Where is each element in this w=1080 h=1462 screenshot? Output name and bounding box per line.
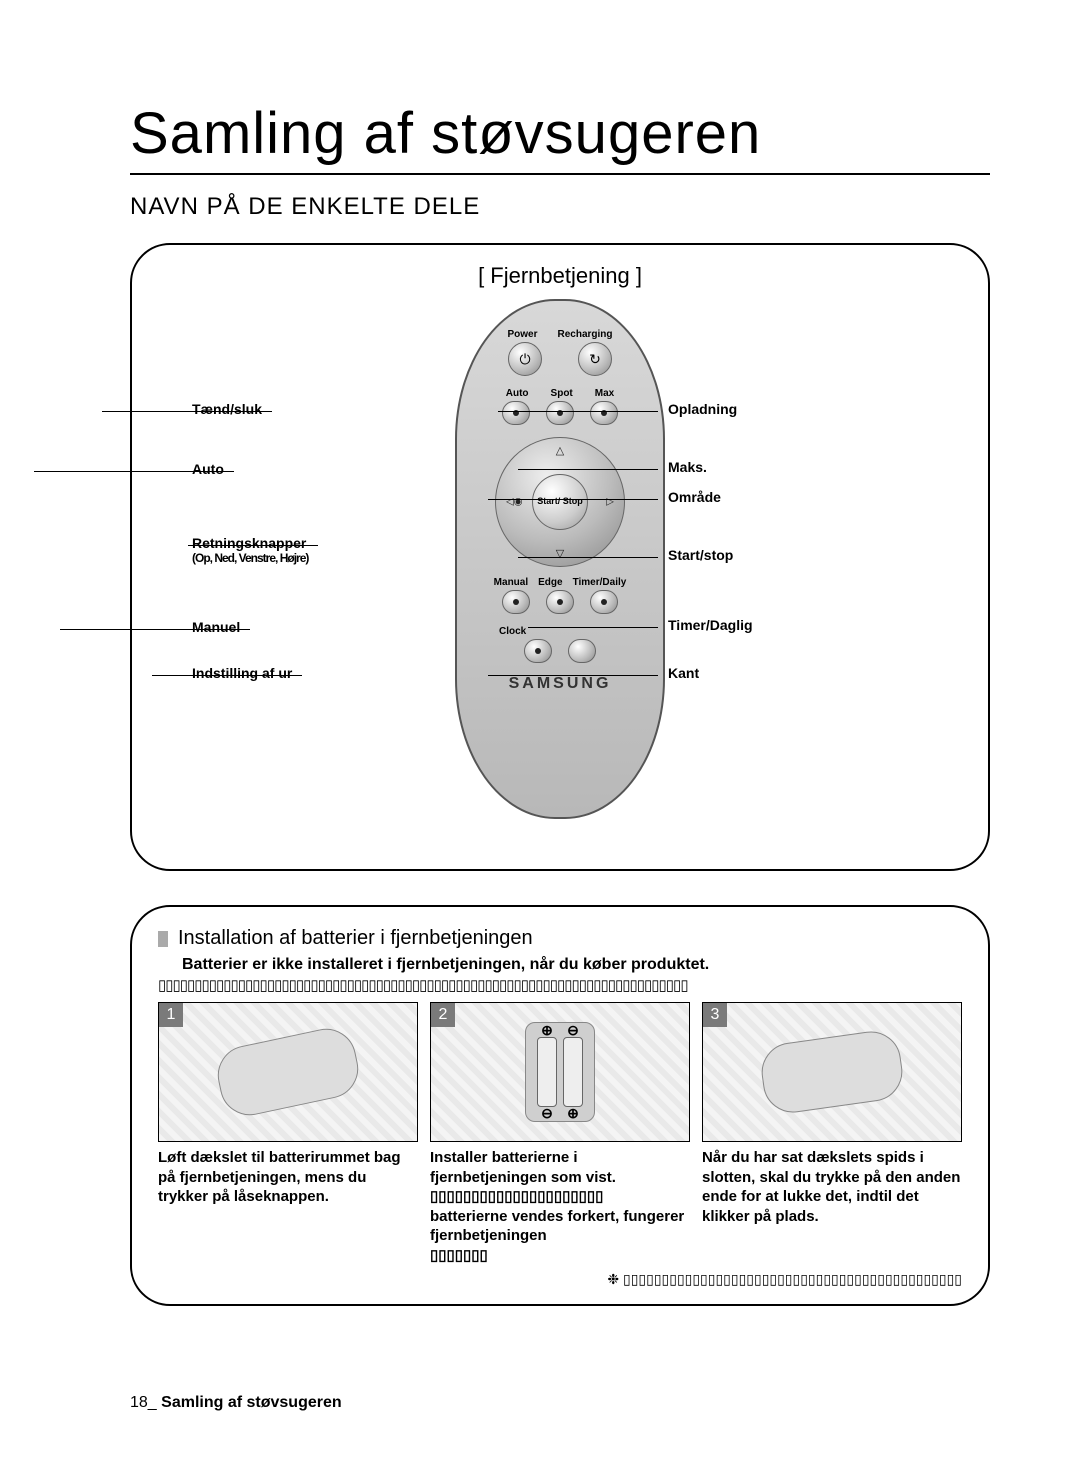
step-1-illustration [212, 1023, 363, 1121]
start-stop-button[interactable]: Start/ Stop [532, 474, 588, 530]
step-1-text: Løft dækslet til batterirummet bag på fj… [158, 1148, 418, 1207]
battery-panel: Installation af batterier i fjernbetjeni… [130, 905, 990, 1306]
label-clock: Clock [499, 626, 526, 637]
battery-footnote: ▯▯▯▯▯▯▯▯▯▯▯▯▯▯▯▯▯▯▯▯▯▯▯▯▯▯▯▯▯▯▯▯▯▯▯▯▯▯▯▯… [158, 1271, 962, 1288]
max-button[interactable] [590, 401, 618, 425]
extra-button[interactable] [568, 639, 596, 663]
callout-manual: Manuel [192, 619, 240, 635]
page-title: Samling af støvsugeren [130, 100, 990, 175]
step-1-number: 1 [159, 1003, 183, 1027]
section-subtitle: NAVN PÅ DE ENKELTE DELE [130, 193, 990, 221]
callout-edge: Kant [668, 665, 699, 681]
label-edge: Edge [538, 577, 562, 588]
remote-panel: [ Fjernbetjening ] Tænd/sluk Auto Retnin… [130, 243, 990, 871]
manual-button[interactable] [502, 590, 530, 614]
callout-auto: Auto [192, 461, 224, 477]
battery-garble: ▯▯▯▯▯▯▯▯▯▯▯▯▯▯▯▯▯▯▯▯▯▯▯▯▯▯▯▯▯▯▯▯▯▯▯▯▯▯▯▯… [158, 976, 962, 994]
step-3-illustration [758, 1028, 906, 1117]
callout-clock: Indstilling af ur [192, 665, 292, 681]
callout-direction: Retningsknapper [192, 535, 306, 551]
timer-button[interactable] [590, 590, 618, 614]
clock-button[interactable] [524, 639, 552, 663]
brand-logo: SAMSUNG [457, 675, 663, 693]
battery-title: Installation af batterier i fjernbetjeni… [178, 927, 533, 950]
label-spot: Spot [551, 388, 573, 399]
step-1: 1 Løft dækslet til batterirummet bag på … [158, 1002, 418, 1265]
label-recharging: Recharging [558, 329, 613, 340]
remote-header: [ Fjernbetjening ] [162, 263, 958, 289]
spot-button[interactable] [546, 401, 574, 425]
step-3-text: Når du har sat dækslets spids i slotten,… [702, 1148, 962, 1226]
step-2-number: 2 [431, 1003, 455, 1027]
step-3: 3 Når du har sat dækslets spids i slotte… [702, 1002, 962, 1265]
label-power: Power [507, 329, 537, 340]
callout-timer: Timer/Daglig [668, 617, 753, 633]
bullet-icon [158, 931, 168, 947]
power-button[interactable]: ⏻ [508, 342, 542, 376]
label-manual: Manual [494, 577, 528, 588]
callout-startstop: Start/stop [668, 547, 733, 563]
label-timer: Timer/Daily [573, 577, 627, 588]
auto-button[interactable] [502, 401, 530, 425]
arrow-up-icon[interactable]: △ [556, 444, 564, 457]
footer-text: Samling af støvsugeren [161, 1394, 342, 1411]
remote-body: Power Recharging ⏻ ↻ Auto Spot Max △ ▽ ◁… [455, 299, 665, 819]
battery-subtitle: Batterier er ikke installeret i fjernbet… [182, 956, 962, 974]
battery-steps: 1 Løft dækslet til batterirummet bag på … [158, 1002, 962, 1265]
callout-power: Tænd/sluk [192, 401, 262, 417]
edge-button[interactable] [546, 590, 574, 614]
recharging-button[interactable]: ↻ [578, 342, 612, 376]
arrow-down-icon[interactable]: ▽ [556, 547, 564, 560]
step-2-illustration: ⊕⊖ ⊕⊖ [525, 1022, 595, 1122]
page-number: 18_ [130, 1394, 157, 1411]
callout-spot: Område [668, 489, 721, 505]
callout-direction-sub: (Op, Ned, Venstre, Højre) [192, 551, 308, 565]
step-3-number: 3 [703, 1003, 727, 1027]
dpad[interactable]: △ ▽ ◁◉ ▷ Start/ Stop [495, 437, 625, 567]
page-footer: 18_ Samling af støvsugeren [130, 1394, 342, 1412]
step-2: 2 ⊕⊖ ⊕⊖ Installer batterierne i fjernbet… [430, 1002, 690, 1265]
label-auto: Auto [506, 388, 529, 399]
callout-recharging: Opladning [668, 401, 737, 417]
callout-max: Maks. [668, 459, 707, 475]
step-2-text: Installer batterierne i fjernbetjeningen… [430, 1148, 690, 1265]
label-max: Max [595, 388, 614, 399]
